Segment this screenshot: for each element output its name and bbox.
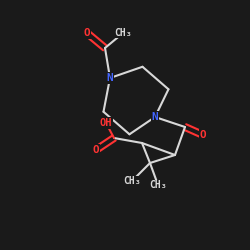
Text: O: O — [200, 130, 206, 140]
Text: CH₃: CH₃ — [114, 28, 132, 38]
Text: O: O — [84, 28, 90, 38]
Text: CH₃: CH₃ — [149, 180, 167, 190]
Text: N: N — [106, 73, 114, 83]
Text: O: O — [92, 145, 100, 155]
Text: N: N — [152, 112, 158, 122]
Text: CH₃: CH₃ — [123, 176, 141, 186]
Text: OH: OH — [100, 118, 112, 128]
